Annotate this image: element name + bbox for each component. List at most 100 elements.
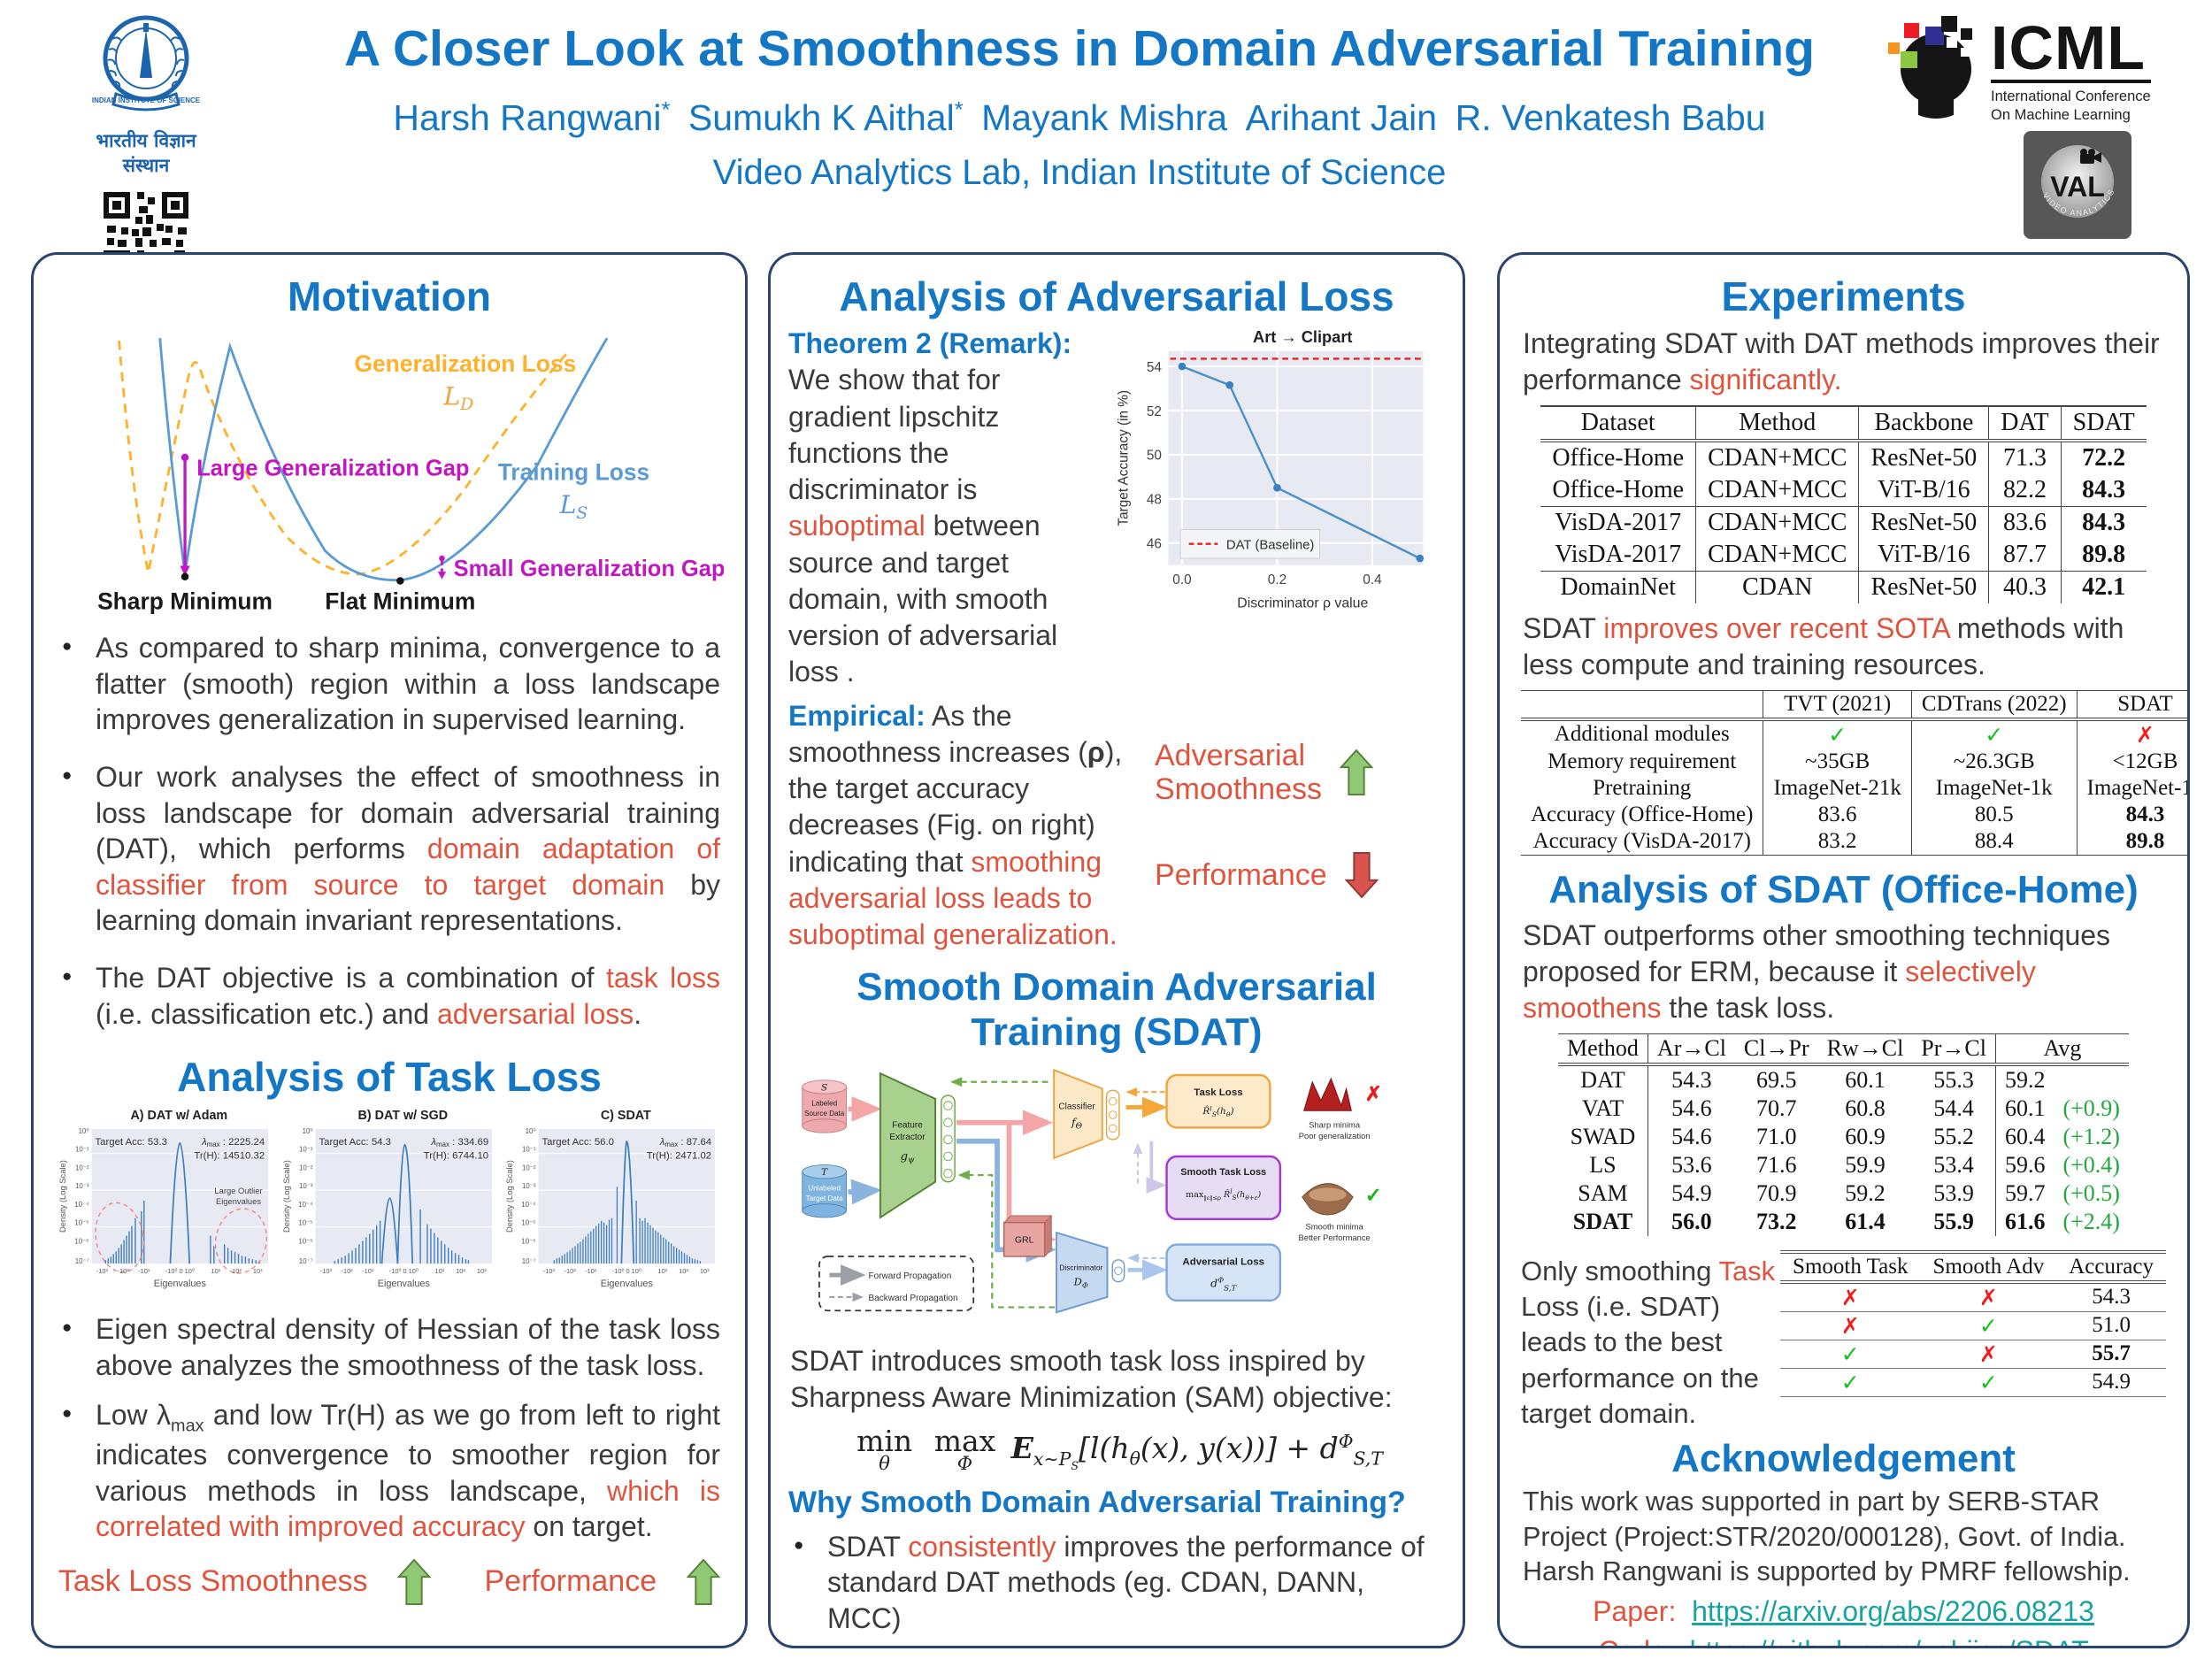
task-loss-heading: Analysis of Task Loss <box>177 1054 602 1101</box>
sota-comparison-table: TVT (2021) CDTrans (2022) SDAT Additional m… <box>1521 689 2187 856</box>
theorem-row: Theorem 2 (Remark): We show that for gra… <box>788 326 1445 691</box>
svg-text:Tr(H): 6744.10: Tr(H): 6744.10 <box>423 1151 488 1162</box>
backprop-arrow <box>957 1170 1056 1309</box>
svg-text:Density (Log Scale): Density (Log Scale) <box>505 1160 514 1233</box>
svg-text:10²: 10² <box>456 1267 465 1275</box>
svg-text:T: T <box>821 1167 828 1178</box>
svg-text:10³: 10³ <box>700 1267 710 1275</box>
svg-text:Task Loss: Task Loss <box>1194 1087 1242 1098</box>
sdat-heading: Smooth Domain Adversarial Training (SDAT… <box>856 964 1377 1054</box>
svg-text:gψ: gψ <box>900 1149 915 1164</box>
svg-text:Feature: Feature <box>892 1120 923 1130</box>
up-arrow-icon <box>397 1558 432 1605</box>
svg-text:Tr(H): 2471.02: Tr(H): 2471.02 <box>647 1151 711 1162</box>
up-arrow-icon <box>1340 749 1373 795</box>
svg-text:Discriminator: Discriminator <box>1059 1263 1102 1271</box>
performance-label: Performance <box>484 1564 657 1599</box>
task-loss-bullet-2: Low λmax and low Tr(H) as we go from lef… <box>58 1397 720 1545</box>
svg-text:10⁻³: 10⁻³ <box>522 1182 536 1190</box>
large-gap-label: Large Generalization Gap <box>196 457 469 481</box>
svg-text:Poor generalization: Poor generalization <box>1299 1131 1371 1140</box>
why-bullet-1: SDAT consistently improves the performan… <box>790 1529 1443 1637</box>
iisc-logo-block: INDIAN INSTITUTE OF SCIENCE भारतीय विज्ञ… <box>76 9 216 285</box>
accuracy-line <box>1181 365 1421 560</box>
outlier-ellipse-left <box>95 1202 145 1273</box>
icml-wordmark: ICML <box>1991 17 2151 84</box>
lambda-max-annotation: λmax : 334.69 <box>430 1137 488 1148</box>
svg-text:Backward Propagation: Backward Propagation <box>868 1293 957 1302</box>
task-smoothness-performance-row: Task Loss Smoothness Performance <box>57 1558 722 1605</box>
experiments-card: Experiments Integrating SDAT with DAT me… <box>1497 252 2190 1648</box>
svg-text:52: 52 <box>1147 404 1162 419</box>
svg-text:Eigenvalues: Eigenvalues <box>601 1279 654 1289</box>
paper-link[interactable]: https://arxiv.org/abs/2206.08213 <box>1692 1595 2094 1628</box>
svg-text:0.2: 0.2 <box>1268 572 1286 588</box>
svg-text:-10²: -10² <box>565 1267 577 1275</box>
svg-text:-10⁰ 0 10⁰: -10⁰ 0 10⁰ <box>165 1267 195 1275</box>
sam-intro-text: SDAT introduces smooth task loss inspire… <box>790 1344 1393 1413</box>
acknowledgement-text: This work was supported in part by SERB-… <box>1523 1486 2131 1587</box>
svg-text:Smooth Task Loss: Smooth Task Loss <box>1180 1167 1266 1178</box>
svg-text:48: 48 <box>1147 493 1162 508</box>
sota-text: SDAT improves over recent SOTA methods w… <box>1523 611 2124 680</box>
rho-accuracy-chart: Art → Clipart 54 52 50 48 46 0.0 0.2 0.4 <box>1117 327 1425 611</box>
training-loss-curve <box>158 337 609 581</box>
val-wordmark: VAL <box>2050 171 2105 203</box>
flat-minimum-label: Flat Minimum <box>325 588 475 615</box>
why-sdat-bullets: SDAT consistently improves the performan… <box>788 1529 1445 1646</box>
svg-text:-10³: -10³ <box>319 1267 332 1275</box>
svg-text:10⁻¹: 10⁻¹ <box>298 1146 312 1154</box>
icml-subtitle-1: International Conference <box>1991 88 2151 105</box>
code-link[interactable]: https://github.com/val-iisc/SDAT <box>1690 1635 2089 1646</box>
up-arrow-icon <box>687 1558 721 1605</box>
svg-text:Unlabeled: Unlabeled <box>808 1184 841 1192</box>
gen-loss-symbol: LD <box>442 382 473 415</box>
svg-text:S: S <box>821 1082 827 1093</box>
svg-text:10⁻⁷: 10⁻⁷ <box>75 1257 89 1265</box>
svg-text:50: 50 <box>1147 449 1162 464</box>
motivation-bullet-1: As compared to sharp minima, convergence… <box>58 630 720 738</box>
svg-text:Sharp minima: Sharp minima <box>1309 1120 1361 1129</box>
chart-xlabel: Discriminator ρ value <box>1237 596 1368 611</box>
esd-plot-dat-sgd: B) DAT w/ SGD Target Acc: 54.3 λmax : 33… <box>281 1109 492 1289</box>
grl-block: GRL <box>1002 1214 1053 1257</box>
empirical-row: Empirical: As the smoothness increases (… <box>788 698 1445 954</box>
sdat-architecture-diagram: S Labeled Source Data T Unlabeled Target… <box>802 1068 1382 1314</box>
svg-text:Classifier: Classifier <box>1058 1102 1095 1111</box>
iisc-banner-text: INDIAN INSTITUTE OF SCIENCE <box>92 96 201 104</box>
iisc-logo-icon: INDIAN INSTITUTE OF SCIENCE <box>92 15 201 111</box>
chart-ylabel: Target Accuracy (in %) <box>1117 390 1132 526</box>
svg-text:10⁻⁵: 10⁻⁵ <box>74 1219 88 1227</box>
check-icon: ✓ <box>1365 1183 1382 1206</box>
esd-plot-sdat: C) SDAT Target Acc: 56.0 λmax : 87.64 Tr… <box>505 1109 716 1289</box>
svg-text:Smooth minima: Smooth minima <box>1306 1222 1364 1231</box>
svg-text:10⁻⁶: 10⁻⁶ <box>298 1238 312 1246</box>
svg-text:46: 46 <box>1147 537 1162 552</box>
feature-vector <box>941 1094 956 1183</box>
poster-header: A Closer Look at Smoothness in Domain Ad… <box>292 22 1867 193</box>
sharp-minimum-label: Sharp Minimum <box>97 588 273 615</box>
svg-text:10⁻³: 10⁻³ <box>298 1182 312 1190</box>
ablation-row: Only smoothing Task Loss (i.e. SDAT) lea… <box>1521 1243 2166 1432</box>
svg-text:A) DAT w/ Adam: A) DAT w/ Adam <box>130 1109 227 1123</box>
svg-text:fΘ: fΘ <box>1071 1115 1083 1131</box>
lambda-max-annotation: λmax : 2225.24 <box>201 1137 265 1148</box>
svg-text:10⁰: 10⁰ <box>79 1127 89 1135</box>
svg-text:10¹: 10¹ <box>434 1267 444 1275</box>
task-loss-bullets: Eigen spectral density of Hessian of the… <box>57 1311 722 1545</box>
svg-text:10⁻⁶: 10⁻⁶ <box>521 1238 535 1246</box>
down-arrow-icon <box>1344 851 1379 898</box>
cross-icon: ✗ <box>1365 1081 1382 1104</box>
svg-text:10²: 10² <box>679 1267 688 1275</box>
chart-legend-label: DAT (Baseline) <box>1226 538 1315 552</box>
svg-text:Source Data: Source Data <box>804 1110 845 1118</box>
small-gap-label: Small Generalization Gap <box>454 557 724 581</box>
svg-text:10⁻⁷: 10⁻⁷ <box>522 1257 536 1265</box>
svg-text:10⁻⁶: 10⁻⁶ <box>74 1238 88 1246</box>
svg-text:10³: 10³ <box>253 1267 263 1275</box>
motivation-bullet-3: The DAT objective is a combination of ta… <box>58 960 720 1032</box>
svg-text:10⁻²: 10⁻² <box>75 1164 89 1172</box>
svg-text:max‖ε‖≤ρ R̂lS(hθ+ε): max‖ε‖≤ρ R̂lS(hθ+ε) <box>1186 1187 1261 1202</box>
adversarial-loss-box: Adversarial Loss dΦS,T <box>1165 1242 1282 1302</box>
